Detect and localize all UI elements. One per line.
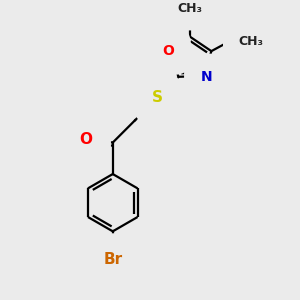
Text: S: S [152,91,163,106]
Text: CH₃: CH₃ [238,34,263,48]
Text: O: O [80,132,93,147]
Text: CH₃: CH₃ [178,2,203,15]
Text: O: O [162,44,174,58]
Text: Br: Br [103,252,122,267]
Text: N: N [201,70,212,84]
